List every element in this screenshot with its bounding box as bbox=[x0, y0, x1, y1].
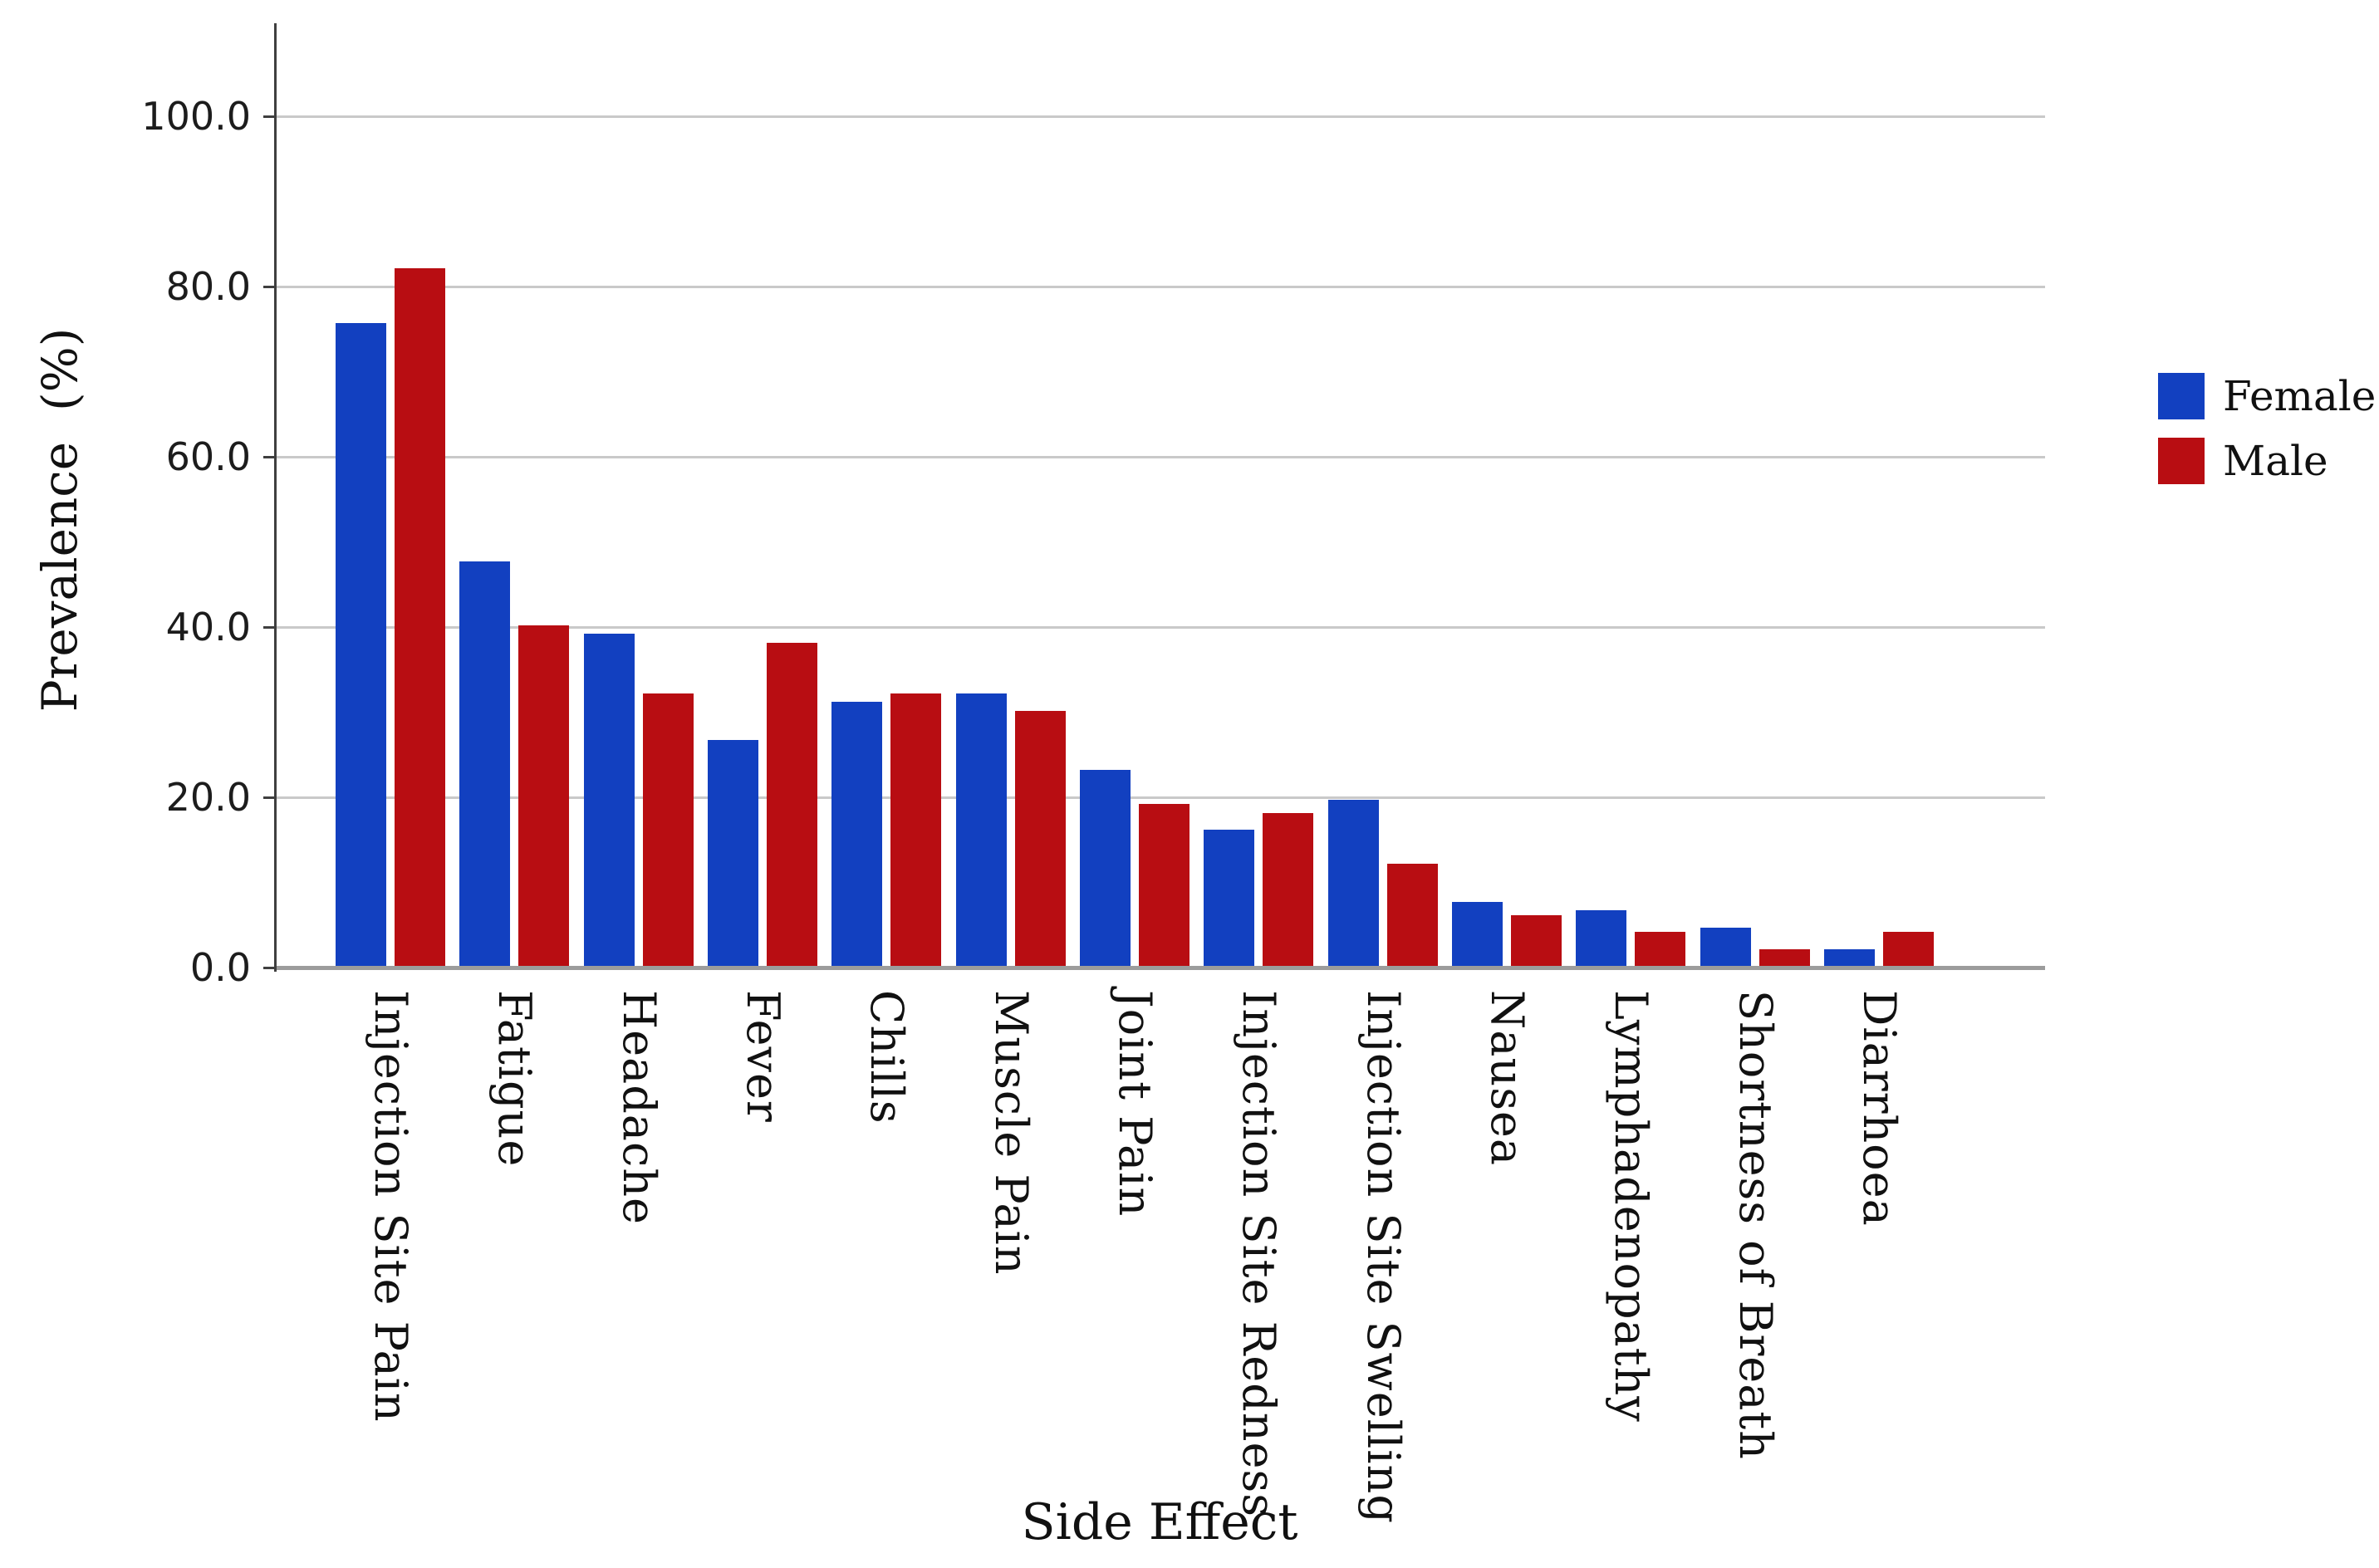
gridline-40 bbox=[274, 626, 2045, 629]
x-category-label: Muscle Pain bbox=[984, 990, 1037, 1276]
legend-label-male: Male bbox=[2223, 437, 2328, 485]
y-tick-label-80: 80.0 bbox=[165, 264, 251, 309]
bar-female-5 bbox=[955, 693, 1007, 966]
x-category-label: Fatigue bbox=[488, 990, 542, 1168]
legend-item-female: Female bbox=[2158, 373, 2376, 419]
x-category-label: Diarrhoea bbox=[1852, 990, 1906, 1227]
bar-male-4 bbox=[890, 693, 942, 966]
male-color-swatch bbox=[2158, 438, 2205, 484]
bar-female-8 bbox=[1327, 800, 1379, 966]
bar-female-4 bbox=[831, 702, 883, 966]
bar-female-9 bbox=[1451, 902, 1503, 966]
bar-male-12 bbox=[1882, 932, 1934, 966]
bar-female-0 bbox=[336, 323, 386, 966]
bar-male-11 bbox=[1758, 948, 1810, 966]
bar-female-3 bbox=[707, 740, 758, 966]
bar-male-9 bbox=[1510, 914, 1562, 966]
legend: Female Male bbox=[2158, 373, 2376, 502]
x-category-label: Injection Site Pain bbox=[365, 990, 417, 1423]
x-category-label: Injection Site Redness bbox=[1233, 990, 1286, 1517]
bar-female-1 bbox=[459, 561, 511, 966]
gridline-80 bbox=[274, 286, 2045, 288]
bar-male-10 bbox=[1635, 932, 1686, 966]
bar-male-1 bbox=[518, 625, 570, 966]
bar-female-7 bbox=[1204, 830, 1255, 966]
y-tick-40 bbox=[263, 626, 274, 629]
gridline-20 bbox=[274, 796, 2045, 799]
y-tick-label-100: 100.0 bbox=[141, 94, 251, 139]
gridline-60 bbox=[274, 456, 2045, 458]
y-tick-label-60: 60.0 bbox=[165, 434, 251, 479]
x-category-label: Joint Pain bbox=[1108, 990, 1161, 1218]
bar-female-10 bbox=[1576, 910, 1627, 966]
bar-male-5 bbox=[1014, 710, 1066, 966]
y-axis-line bbox=[274, 23, 277, 972]
legend-label-female: Female bbox=[2223, 372, 2377, 420]
bar-male-2 bbox=[642, 693, 694, 966]
x-category-label: Chills bbox=[861, 990, 914, 1125]
bar-male-8 bbox=[1386, 864, 1438, 966]
x-category-label: Nausea bbox=[1480, 990, 1533, 1167]
female-color-swatch bbox=[2158, 373, 2205, 419]
y-tick-0 bbox=[263, 967, 274, 969]
bar-male-6 bbox=[1138, 804, 1190, 966]
bar-female-6 bbox=[1079, 770, 1131, 966]
y-tick-100 bbox=[263, 115, 274, 118]
x-category-label: Lymphadenopathy bbox=[1605, 990, 1658, 1423]
x-axis-title: Side Effect bbox=[1021, 1493, 1298, 1551]
bar-female-12 bbox=[1823, 948, 1875, 966]
x-category-label: Injection Site Swelling bbox=[1356, 990, 1410, 1524]
y-axis-title: Prevalence (%) bbox=[32, 327, 88, 713]
y-tick-80 bbox=[263, 286, 274, 288]
bar-male-7 bbox=[1263, 812, 1314, 966]
x-axis-line bbox=[274, 966, 2045, 970]
y-tick-label-40: 40.0 bbox=[165, 605, 251, 649]
x-category-label: Shortness of Breath bbox=[1729, 990, 1782, 1460]
y-tick-60 bbox=[263, 456, 274, 458]
x-category-label: Fever bbox=[736, 990, 789, 1123]
y-tick-label-20: 20.0 bbox=[165, 775, 251, 820]
bar-female-11 bbox=[1700, 927, 1751, 966]
bar-male-0 bbox=[395, 267, 445, 966]
y-tick-label-0: 0.0 bbox=[189, 945, 251, 990]
bar-female-2 bbox=[583, 634, 635, 966]
gridline-100 bbox=[274, 115, 2045, 118]
legend-item-male: Male bbox=[2158, 438, 2376, 484]
y-tick-20 bbox=[263, 796, 274, 799]
bar-male-3 bbox=[766, 642, 817, 966]
x-category-label: Headache bbox=[612, 990, 665, 1225]
